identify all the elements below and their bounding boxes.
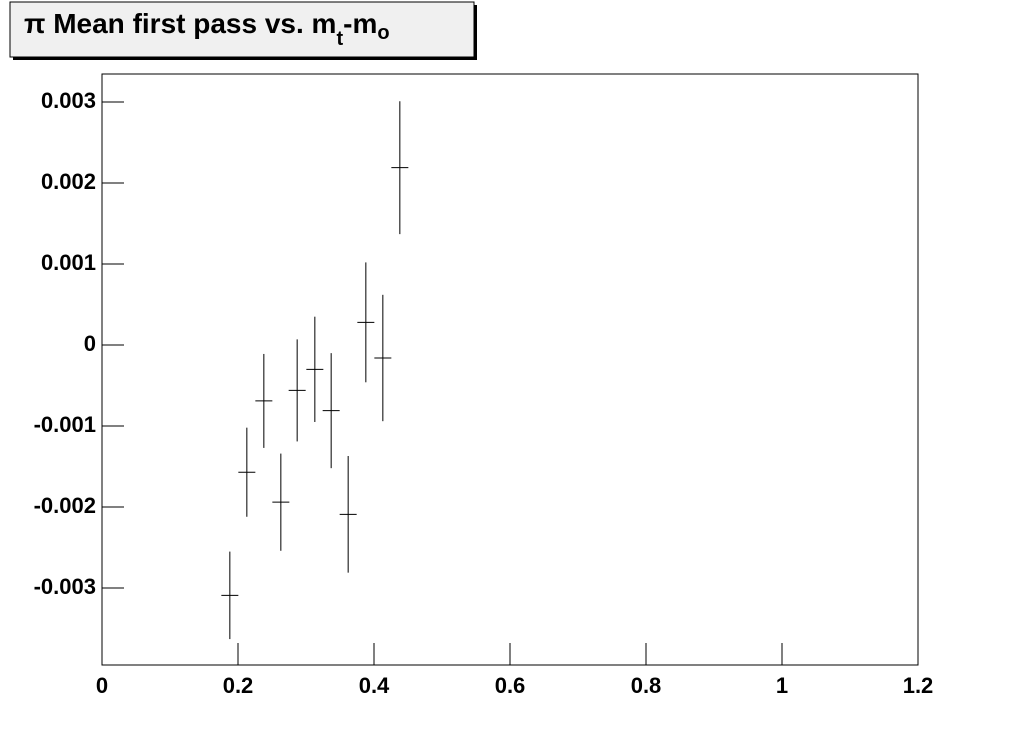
y-tick-label: 0.003 (41, 88, 96, 113)
y-tick-label: 0.001 (41, 250, 96, 275)
title-box (9, 1, 475, 58)
chart-title: π Mean first pass vs. mt-mo (24, 8, 390, 50)
x-tick-label: 0 (96, 673, 108, 698)
x-tick-label: 0.2 (223, 673, 254, 698)
x-tick-label: 1.2 (903, 673, 934, 698)
title-text: π Mean first pass vs. m (24, 8, 336, 39)
title-text: -m (343, 8, 377, 39)
title-subscript: t (336, 28, 343, 50)
y-tick-label: -0.002 (34, 493, 96, 518)
x-tick-label: 0.8 (631, 673, 662, 698)
title-subscript: o (377, 22, 389, 44)
x-tick-label: 0.4 (359, 673, 390, 698)
y-tick-label: -0.001 (34, 412, 96, 437)
x-tick-label: 1 (776, 673, 788, 698)
plot-frame (101, 73, 919, 666)
y-tick-label: 0.002 (41, 169, 96, 194)
y-tick-label: 0 (84, 331, 96, 356)
x-tick-label: 0.6 (495, 673, 526, 698)
y-tick-label: -0.003 (34, 574, 96, 599)
